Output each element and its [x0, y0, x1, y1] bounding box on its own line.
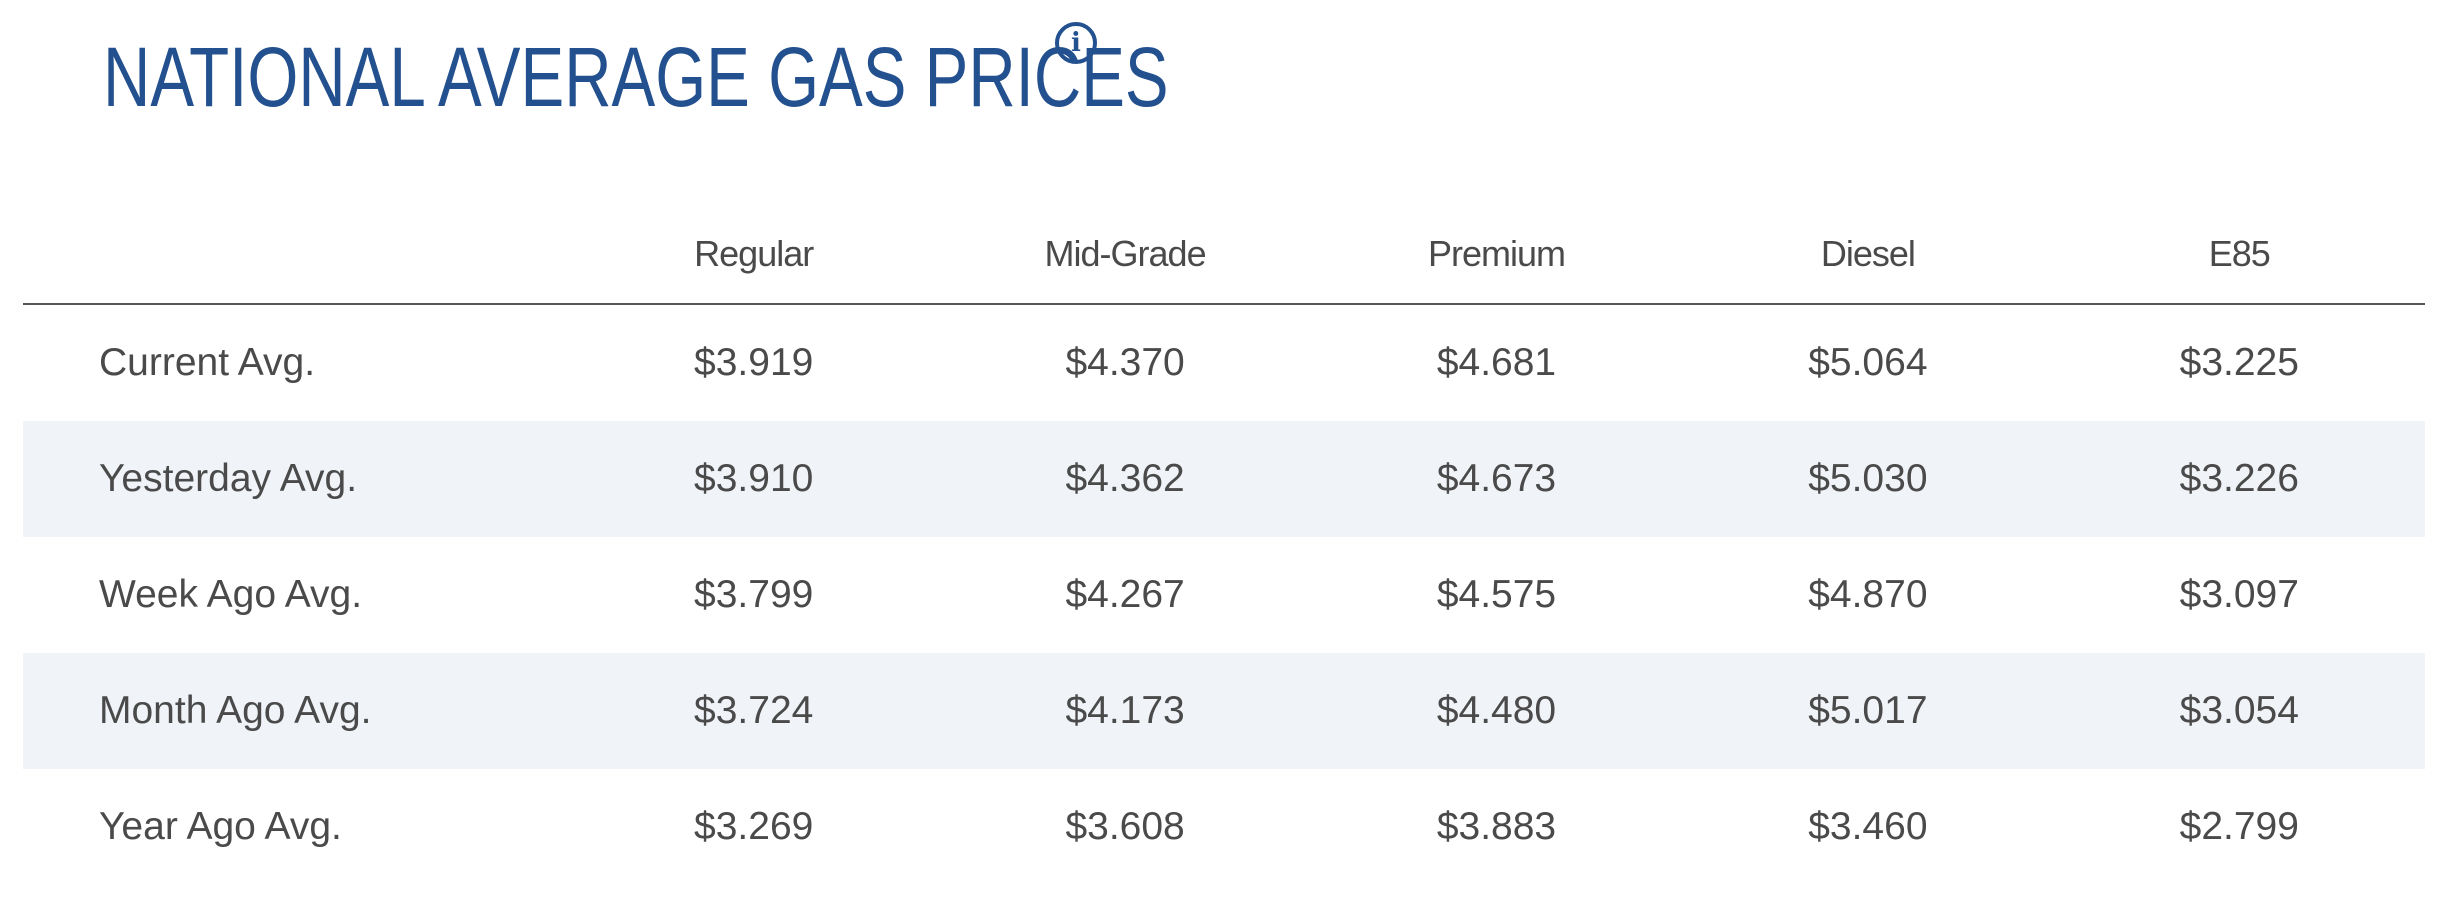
- row-label: Week Ago Avg.: [99, 573, 363, 616]
- price-cell-premium: $4.673: [1310, 421, 1683, 537]
- column-header-premium: Premium: [1310, 205, 1683, 305]
- price-cell-e85: $2.799: [2179, 805, 2299, 848]
- price-cell-e85: $3.054: [2053, 653, 2425, 769]
- price-cell-regular: $3.919: [694, 341, 814, 384]
- price-cell-premium: $3.883: [1436, 805, 1557, 848]
- row-label: Year Ago Avg.: [99, 805, 342, 848]
- price-cell-e85: $3.226: [2053, 421, 2425, 537]
- price-cell-mid-grade: $4.173: [939, 653, 1311, 769]
- price-cell-diesel: $5.017: [1682, 653, 2054, 769]
- gas-prices-table: Regular Mid-Grade Premium Diesel E85 Cur…: [23, 205, 2425, 885]
- price-cell-diesel: $5.030: [1682, 421, 2054, 537]
- price-cell-diesel: $3.460: [1808, 805, 1928, 848]
- price-cell-premium: $4.575: [1436, 573, 1557, 616]
- page-header: NATIONAL AVERAGE GAS PRICES: [103, 22, 1469, 132]
- price-cell-mid-grade: $3.608: [1065, 805, 1185, 848]
- column-header-e85: E85: [2053, 205, 2425, 305]
- price-cell-premium: $4.480: [1310, 653, 1683, 769]
- row-label: Yesterday Avg.: [23, 421, 568, 537]
- table-header-row: Regular Mid-Grade Premium Diesel E85: [23, 205, 2425, 305]
- price-cell-diesel: $4.870: [1808, 573, 1928, 616]
- price-cell-diesel: $5.064: [1808, 341, 1928, 384]
- table-row-month-ago: Month Ago Avg. $3.724 $4.173 $4.480 $5.0…: [23, 653, 2425, 769]
- price-cell-regular: $3.910: [568, 421, 940, 537]
- table-row-year-ago: Year Ago Avg. $3.269 $3.608 $3.883 $3.46…: [23, 769, 2425, 885]
- table-row-current: Current Avg. $3.919 $4.370 $4.681 $5.064…: [23, 304, 2425, 421]
- price-cell-mid-grade: $4.267: [1065, 573, 1185, 616]
- price-cell-mid-grade: $4.362: [939, 421, 1311, 537]
- page-title: NATIONAL AVERAGE GAS PRICES: [103, 30, 1169, 124]
- info-circle-icon[interactable]: i: [1055, 22, 1097, 64]
- price-cell-e85: $3.225: [2179, 341, 2299, 384]
- row-label: Month Ago Avg.: [23, 653, 568, 769]
- row-label: Current Avg.: [99, 341, 316, 384]
- price-cell-regular: $3.269: [694, 805, 814, 848]
- price-cell-regular: $3.724: [568, 653, 940, 769]
- price-cell-e85: $3.097: [2179, 573, 2299, 616]
- price-cell-regular: $3.799: [694, 573, 814, 616]
- table-row-week-ago: Week Ago Avg. $3.799 $4.267 $4.575 $4.87…: [23, 537, 2425, 653]
- column-header-mid-grade: Mid-Grade: [939, 205, 1311, 305]
- column-header-blank: [23, 205, 568, 305]
- column-header-regular: Regular: [568, 205, 940, 305]
- table-row-yesterday: Yesterday Avg. $3.910 $4.362 $4.673 $5.0…: [23, 421, 2425, 537]
- column-header-diesel: Diesel: [1682, 205, 2054, 305]
- price-cell-mid-grade: $4.370: [1065, 341, 1185, 384]
- price-cell-premium: $4.681: [1436, 341, 1557, 384]
